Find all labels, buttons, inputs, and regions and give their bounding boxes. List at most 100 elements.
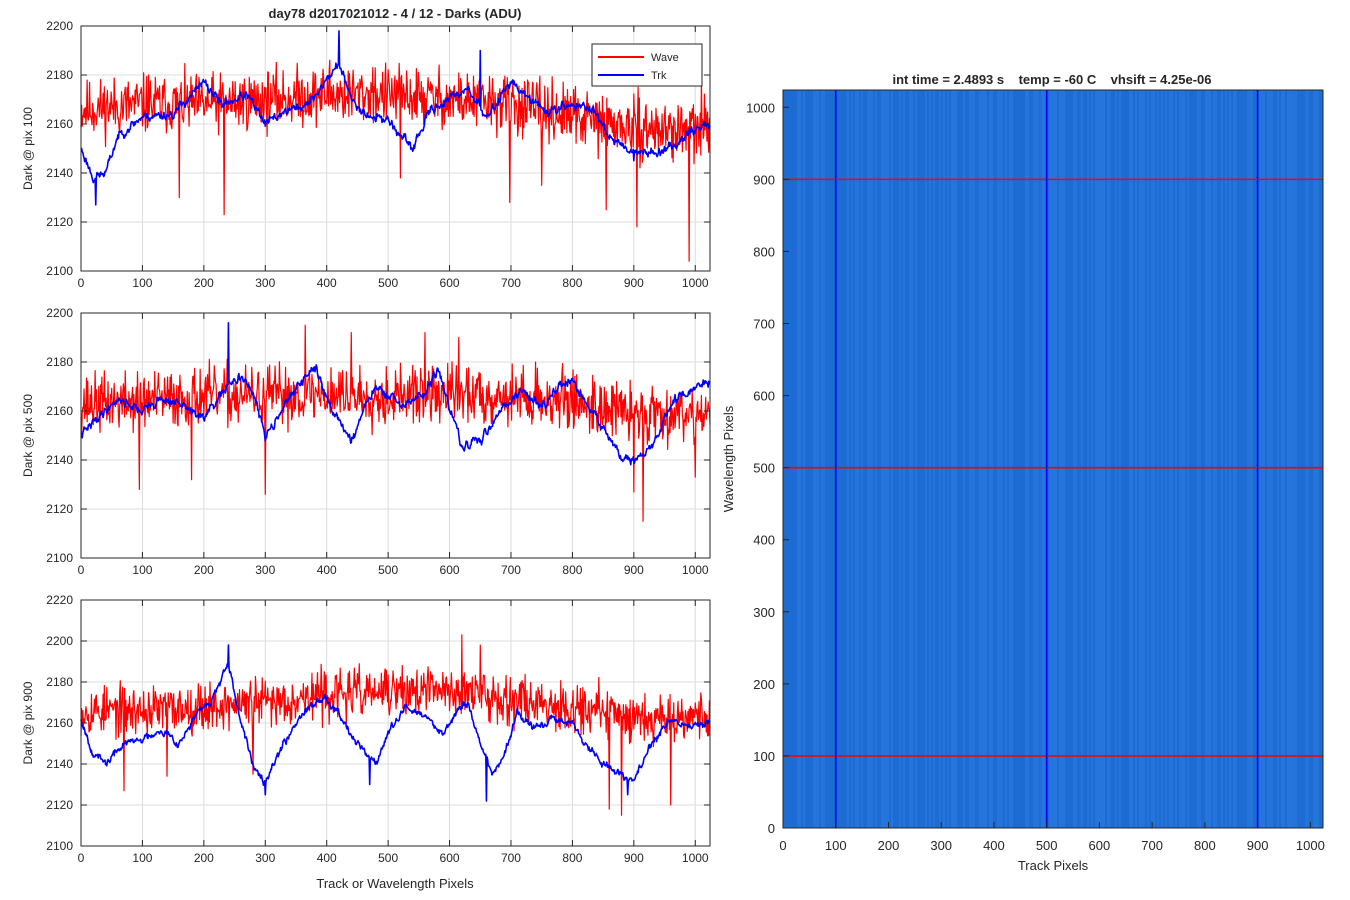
heatmap-texture-strip — [819, 90, 821, 828]
heatmap-texture-strip — [907, 90, 909, 828]
x-tick-label: 600 — [440, 276, 460, 290]
panel-pix-500-ticks: 0 100 200 300 400 500 600 700 800 900 1000 2100 2120… — [46, 306, 710, 577]
heatmap-texture-strip — [881, 90, 883, 828]
heatmap-texture-strip — [823, 90, 825, 828]
x-tick-label: 0 — [78, 851, 85, 865]
heatmap-y-tick-label: 100 — [753, 749, 775, 764]
heatmap-texture-strip — [1125, 90, 1127, 828]
heatmap-texture-strip — [1143, 90, 1145, 828]
heatmap-texture-strip — [1245, 90, 1247, 828]
heatmap-texture-strip — [833, 90, 835, 828]
heatmap-texture-strip — [1287, 90, 1289, 828]
panel-pix-900-lines — [80, 634, 711, 816]
heatmap-texture-strip — [1261, 90, 1263, 828]
heatmap-texture-strip — [937, 90, 939, 828]
heatmap-texture-strip — [857, 90, 859, 828]
heatmap-xlabel: Track Pixels — [1018, 858, 1089, 873]
heatmap-texture-strip — [1289, 90, 1291, 828]
heatmap-texture-strip — [1199, 90, 1201, 828]
heatmap-texture-strip — [1139, 90, 1141, 828]
heatmap-texture-strip — [813, 90, 815, 828]
heatmap-texture-strip — [959, 90, 961, 828]
heatmap-texture-strip — [1207, 90, 1209, 828]
heatmap-texture-strip — [865, 90, 867, 828]
x-tick-label: 500 — [378, 276, 398, 290]
x-tick-label: 0 — [78, 276, 85, 290]
heatmap-texture-strip — [1285, 90, 1287, 828]
heatmap-texture-strip — [783, 90, 785, 828]
heatmap-texture-strip — [1309, 90, 1311, 828]
heatmap-texture-strip — [1161, 90, 1163, 828]
heatmap-texture-strip — [787, 90, 789, 828]
panel-pix-500-grid — [81, 313, 710, 558]
heatmap-texture-strip — [1081, 90, 1083, 828]
heatmap-texture-strip — [1107, 90, 1109, 828]
heatmap-texture-strip — [935, 90, 937, 828]
heatmap-image — [783, 90, 1323, 828]
panel-pix-100-ticks: 0 100 200 300 400 500 600 700 800 900 1000 2100 2120… — [46, 19, 710, 290]
heatmap-texture-strip — [1299, 90, 1301, 828]
heatmap-texture-strip — [1275, 90, 1277, 828]
heatmap-texture-strip — [1213, 90, 1215, 828]
legend-box — [591, 43, 703, 87]
heatmap-y-tick-label: 700 — [753, 317, 775, 332]
heatmap-texture-strip — [853, 90, 855, 828]
panel-pix-500: 0 100 200 300 400 500 600 700 800 900 1000 2100 2120… — [21, 306, 711, 577]
panel-pix-900-ylabel: Dark @ pix 900 — [21, 681, 35, 764]
heatmap-texture-strip — [1233, 90, 1235, 828]
heatmap-texture-strip — [847, 90, 849, 828]
heatmap-texture-strip — [1007, 90, 1009, 828]
heatmap-texture-strip — [841, 90, 843, 828]
heatmap-texture-strip — [987, 90, 989, 828]
heatmap-texture-strip — [799, 90, 801, 828]
heatmap-texture-strip — [1009, 90, 1011, 828]
heatmap-texture-strip — [1221, 90, 1223, 828]
heatmap-texture-strip — [1301, 90, 1303, 828]
x-tick-label: 400 — [317, 276, 337, 290]
x-tick-label: 700 — [501, 276, 521, 290]
heatmap-texture-strip — [1187, 90, 1189, 828]
heatmap-texture-strip — [1283, 90, 1285, 828]
heatmap-texture-strip — [1305, 90, 1307, 828]
heatmap-texture-strip — [989, 90, 991, 828]
heatmap-texture-strip — [1061, 90, 1063, 828]
heatmap-texture-strip — [973, 90, 975, 828]
heatmap-title: int time = 2.4893 s temp = -60 C vhsift … — [892, 72, 1211, 87]
heatmap-texture-strip — [1093, 90, 1095, 828]
heatmap-texture-strip — [1101, 90, 1103, 828]
heatmap-x-tick-label: 700 — [1141, 838, 1163, 853]
x-tick-label: 1000 — [682, 851, 709, 865]
heatmap-texture-strip — [1035, 90, 1037, 828]
heatmap-texture-strip — [1205, 90, 1207, 828]
heatmap-texture-strip — [1249, 90, 1251, 828]
x-tick-label: 800 — [562, 563, 582, 577]
heatmap-texture-strip — [879, 90, 881, 828]
heatmap-texture-strip — [1103, 90, 1105, 828]
heatmap-texture-strip — [1303, 90, 1305, 828]
y-tick-label: 2120 — [46, 798, 73, 812]
heatmap-texture-strip — [1033, 90, 1035, 828]
heatmap-texture-strip — [1219, 90, 1221, 828]
legend: Wave Trk — [591, 43, 703, 87]
heatmap-texture-strip — [895, 90, 897, 828]
heatmap-texture-strip — [905, 90, 907, 828]
heatmap-texture-strip — [939, 90, 941, 828]
heatmap-x-tick-label: 500 — [1036, 838, 1058, 853]
heatmap-texture-strip — [807, 90, 809, 828]
heatmap-x-tick-label: 100 — [825, 838, 847, 853]
heatmap-texture-strip — [993, 90, 995, 828]
heatmap-texture-strip — [1269, 90, 1271, 828]
legend-wave-label: Wave — [651, 52, 679, 64]
heatmap-texture-strip — [827, 90, 829, 828]
heatmap-texture-strip — [1163, 90, 1165, 828]
heatmap-texture-strip — [1203, 90, 1205, 828]
heatmap-texture-strip — [885, 90, 887, 828]
heatmap-texture-strip — [925, 90, 927, 828]
y-tick-label: 2200 — [46, 306, 73, 320]
heatmap-texture-strip — [1175, 90, 1177, 828]
x-tick-label: 100 — [132, 276, 152, 290]
heatmap-texture-strip — [897, 90, 899, 828]
panel-pix-900: 0 100 200 300 400 500 600 700 800 900 1000 2100 2120… — [21, 593, 711, 891]
heatmap-texture-strip — [1091, 90, 1093, 828]
heatmap-texture-strip — [791, 90, 793, 828]
